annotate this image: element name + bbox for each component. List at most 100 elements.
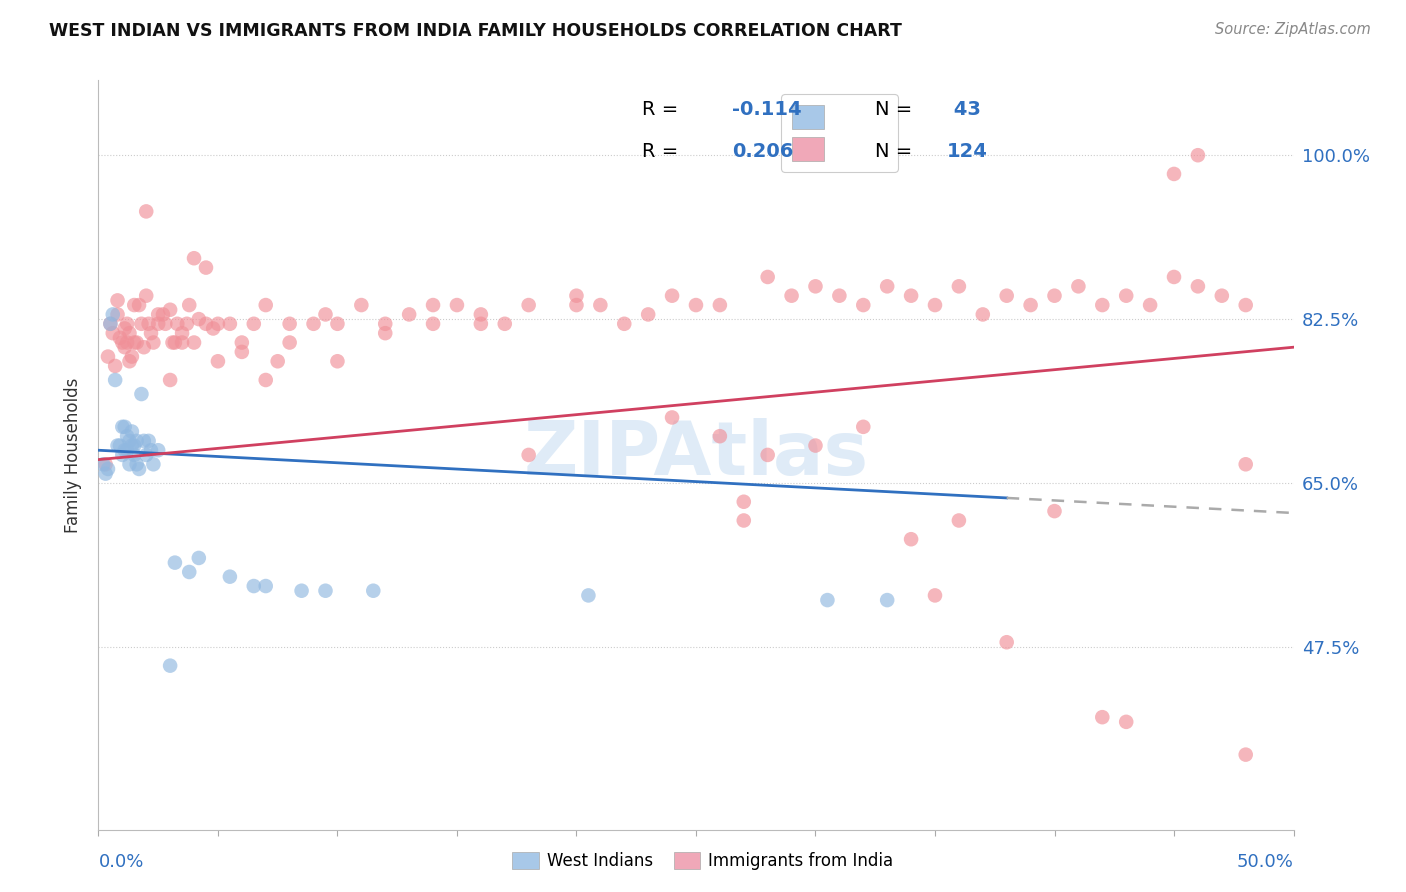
Point xyxy=(219,570,242,584)
Point xyxy=(142,457,165,471)
Point xyxy=(135,204,157,219)
Text: 43: 43 xyxy=(948,101,981,120)
Point xyxy=(231,344,253,359)
Point xyxy=(924,298,946,312)
Text: 0.206: 0.206 xyxy=(733,143,793,161)
Point xyxy=(115,335,138,350)
Point xyxy=(91,457,114,471)
Point xyxy=(1163,167,1185,181)
Point xyxy=(132,434,155,448)
Point xyxy=(128,462,150,476)
Point xyxy=(900,289,922,303)
Point xyxy=(131,317,153,331)
Point xyxy=(121,425,143,439)
Point xyxy=(101,307,124,322)
Point xyxy=(350,298,373,312)
Point xyxy=(733,494,755,508)
Point xyxy=(1043,289,1066,303)
Point xyxy=(111,420,134,434)
Point xyxy=(315,307,337,322)
Point xyxy=(202,321,225,335)
Point xyxy=(132,340,155,354)
Point xyxy=(326,354,349,368)
Text: Source: ZipAtlas.com: Source: ZipAtlas.com xyxy=(1215,22,1371,37)
Point xyxy=(159,302,181,317)
Point xyxy=(139,443,162,458)
Point xyxy=(172,335,194,350)
Point xyxy=(517,448,540,462)
Point xyxy=(135,289,157,303)
Point xyxy=(179,298,201,312)
Point xyxy=(494,317,516,331)
Text: WEST INDIAN VS IMMIGRANTS FROM INDIA FAMILY HOUSEHOLDS CORRELATION CHART: WEST INDIAN VS IMMIGRANTS FROM INDIA FAM… xyxy=(49,22,903,40)
Point xyxy=(124,439,146,453)
Text: -0.114: -0.114 xyxy=(733,101,801,120)
Point xyxy=(118,354,141,368)
Point xyxy=(138,317,160,331)
Point xyxy=(1187,148,1209,162)
Point xyxy=(98,317,122,331)
Point xyxy=(1115,289,1137,303)
Point xyxy=(124,298,146,312)
Point xyxy=(948,279,970,293)
Point xyxy=(804,279,827,293)
Text: 0.0%: 0.0% xyxy=(98,853,143,871)
Point xyxy=(756,448,779,462)
Point xyxy=(139,326,162,340)
Point xyxy=(374,317,396,331)
Point xyxy=(138,434,160,448)
Point xyxy=(124,448,146,462)
Point xyxy=(876,593,898,607)
Point xyxy=(118,434,141,448)
Point xyxy=(709,298,731,312)
Point xyxy=(422,317,444,331)
Point xyxy=(148,317,170,331)
Point xyxy=(207,354,229,368)
Point xyxy=(162,335,184,350)
Point xyxy=(183,252,205,266)
Point xyxy=(995,635,1018,649)
Point xyxy=(142,335,165,350)
Point xyxy=(900,532,922,546)
Point xyxy=(661,289,683,303)
Point xyxy=(804,439,827,453)
Point xyxy=(422,298,444,312)
Point xyxy=(852,420,875,434)
Point xyxy=(254,298,277,312)
Point xyxy=(565,289,588,303)
Point xyxy=(195,317,218,331)
Point xyxy=(131,387,153,401)
Point xyxy=(118,457,141,471)
Text: R =: R = xyxy=(643,101,679,120)
Point xyxy=(98,317,122,331)
Point xyxy=(302,317,325,331)
Point xyxy=(121,439,143,453)
Point xyxy=(733,514,755,528)
Point xyxy=(446,298,468,312)
Point xyxy=(124,335,146,350)
Point xyxy=(470,307,492,322)
Point xyxy=(111,335,134,350)
Point xyxy=(374,326,396,340)
Point xyxy=(107,439,129,453)
Point xyxy=(114,321,136,335)
Point xyxy=(661,410,683,425)
Point xyxy=(97,350,120,364)
Point xyxy=(924,589,946,603)
Point xyxy=(709,429,731,443)
Point xyxy=(278,335,301,350)
Point xyxy=(1043,504,1066,518)
Legend:   R = ,   R = : R = , R = xyxy=(780,94,898,172)
Point xyxy=(326,317,349,331)
Point xyxy=(995,289,1018,303)
Point xyxy=(1234,457,1257,471)
Point xyxy=(1067,279,1090,293)
Point xyxy=(159,373,181,387)
Point xyxy=(114,340,136,354)
Point xyxy=(470,317,492,331)
Point xyxy=(398,307,420,322)
Point xyxy=(125,335,148,350)
Point xyxy=(125,457,148,471)
Point xyxy=(176,317,198,331)
Point xyxy=(1115,714,1137,729)
